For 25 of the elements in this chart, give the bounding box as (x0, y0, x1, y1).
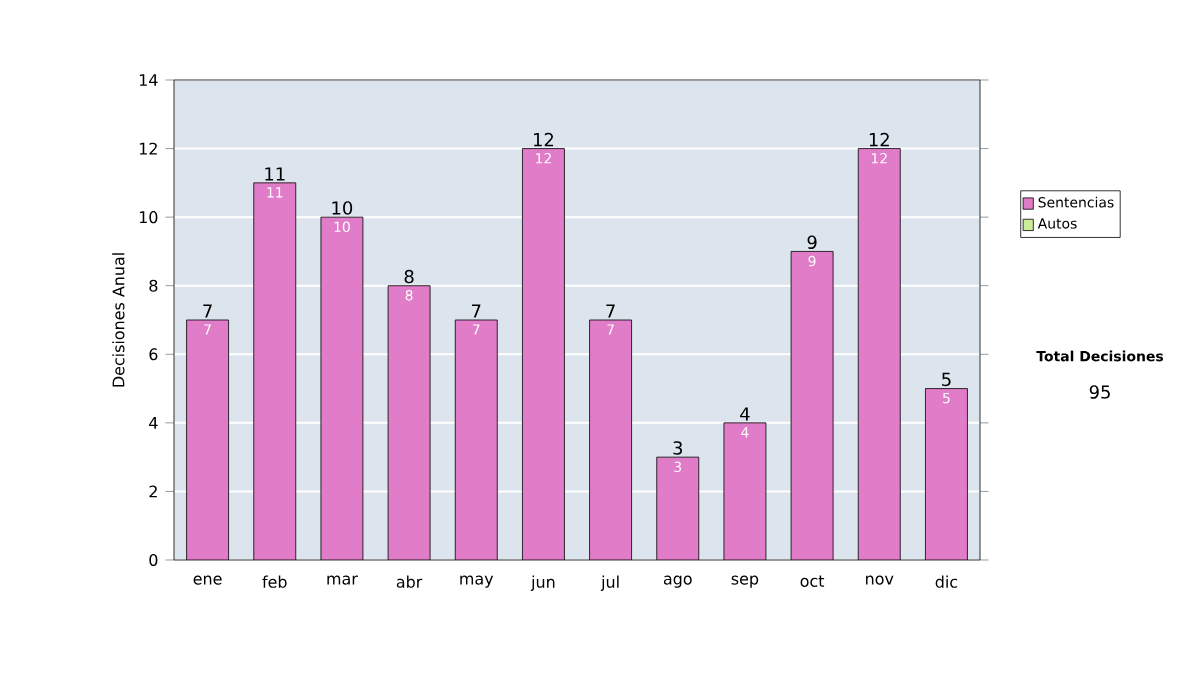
bar (455, 320, 498, 560)
bar (388, 285, 431, 560)
total-label: 3 (673, 441, 683, 455)
bar (656, 457, 699, 560)
text: 95 (1089, 385, 1110, 399)
bar (320, 217, 363, 560)
total-label: 9 (807, 235, 817, 250)
total-label: 5 (942, 372, 951, 387)
bar (791, 251, 834, 560)
bar (589, 320, 632, 560)
total-label: 8 (404, 269, 414, 284)
total-label: 12 (533, 132, 554, 147)
total-label: 7 (606, 304, 615, 318)
bar (858, 148, 901, 560)
bar (723, 422, 766, 560)
bar (522, 148, 565, 560)
total-label: 10 (332, 201, 353, 215)
total-label: 12 (869, 132, 889, 147)
total-label: 11 (265, 167, 285, 181)
total-label: 4 (740, 407, 750, 421)
total-label: 7 (472, 304, 481, 318)
bar (925, 388, 968, 560)
bar (253, 182, 296, 560)
total-label: 7 (203, 304, 212, 318)
bar (186, 320, 229, 560)
